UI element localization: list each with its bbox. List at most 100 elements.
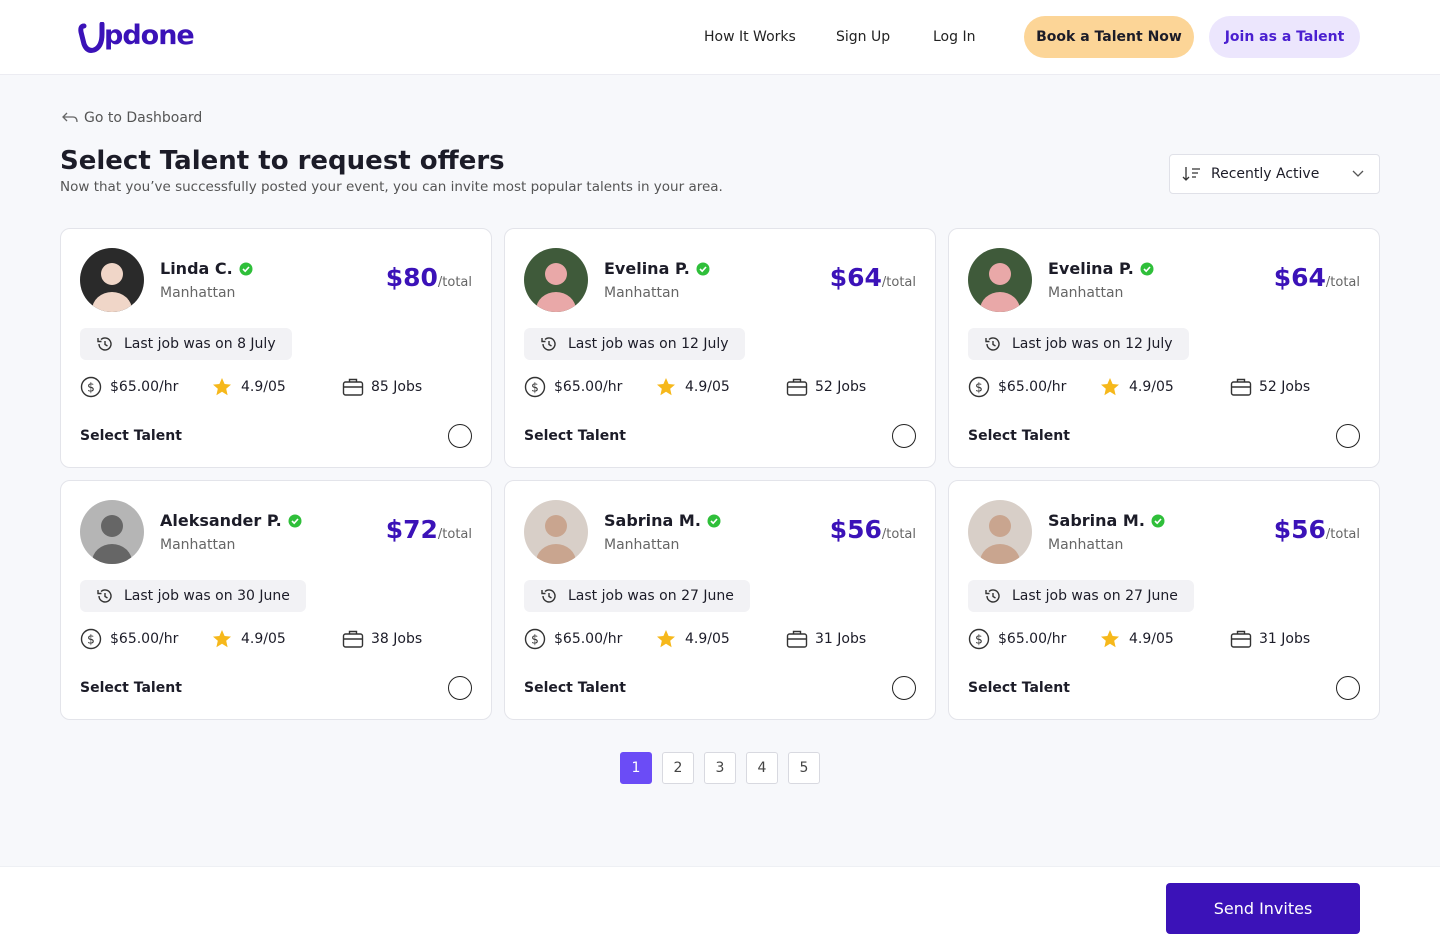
talent-name: Aleksander P. <box>160 511 302 530</box>
talent-name: Sabrina M. <box>604 511 721 530</box>
price: $64/total <box>830 263 916 292</box>
nav-link[interactable]: How It Works <box>704 29 796 45</box>
avatar <box>524 248 588 312</box>
price-unit: /total <box>881 275 916 290</box>
header: pdone How It Works Sign Up Log In Book a… <box>0 0 1440 75</box>
job-count: 31 Jobs <box>1259 631 1311 647</box>
page-button[interactable]: 3 <box>704 752 736 784</box>
send-invites-button[interactable]: Send Invites <box>1166 883 1360 934</box>
select-radio[interactable] <box>1336 424 1360 448</box>
last-job-chip: Last job was on 27 June <box>968 580 1194 612</box>
hourly-rate: $65.00/hr <box>554 631 623 647</box>
price-amount: $56 <box>1273 515 1326 544</box>
talent-location: Manhattan <box>160 285 236 301</box>
talent-card: Evelina P. Manhattan $64/total Last job was… <box>948 228 1380 468</box>
briefcase-icon <box>342 378 364 396</box>
job-count: 52 Jobs <box>815 379 867 395</box>
history-icon <box>541 337 556 351</box>
svg-text:$: $ <box>975 633 983 647</box>
history-icon <box>985 589 1000 603</box>
last-job: Last job was on 27 June <box>568 588 734 604</box>
price: $64/total <box>1274 263 1360 292</box>
select-label: Select Talent <box>524 680 626 696</box>
rating: 4.9/05 <box>241 631 286 647</box>
select-radio[interactable] <box>892 676 916 700</box>
dollar-icon: $ <box>968 376 990 398</box>
briefcase-icon <box>1230 630 1252 648</box>
star-icon <box>657 630 675 648</box>
page-title: Select Talent to request offers <box>60 146 505 176</box>
price: $56/total <box>1274 515 1360 544</box>
talent-location: Manhattan <box>160 537 236 553</box>
star-icon <box>1101 630 1119 648</box>
rating: 4.9/05 <box>685 379 730 395</box>
talent-card: Sabrina M. Manhattan $56/total Last job was… <box>948 480 1380 720</box>
logo[interactable]: pdone <box>104 20 195 51</box>
last-job-chip: Last job was on 30 June <box>80 580 306 612</box>
rating: 4.9/05 <box>1129 631 1174 647</box>
verified-badge <box>288 514 302 528</box>
page-button[interactable]: 2 <box>662 752 694 784</box>
briefcase-icon <box>1230 378 1252 396</box>
price-amount: $64 <box>829 263 882 292</box>
history-icon <box>97 589 112 603</box>
verified-badge <box>239 262 253 276</box>
page-button[interactable]: 4 <box>746 752 778 784</box>
select-radio[interactable] <box>1336 676 1360 700</box>
dollar-icon: $ <box>80 628 102 650</box>
job-count: 38 Jobs <box>371 631 423 647</box>
verified-badge <box>707 514 721 528</box>
last-job-chip: Last job was on 27 June <box>524 580 750 612</box>
join-button[interactable]: Join as a Talent <box>1209 16 1360 58</box>
job-count: 52 Jobs <box>1259 379 1311 395</box>
sort-label: Recently Active <box>1211 166 1320 182</box>
select-label: Select Talent <box>968 428 1070 444</box>
page-button[interactable]: 5 <box>788 752 820 784</box>
select-radio[interactable] <box>448 424 472 448</box>
talent-name: Sabrina M. <box>1048 511 1165 530</box>
last-job: Last job was on 27 June <box>1012 588 1178 604</box>
star-icon <box>213 378 231 396</box>
hourly-rate: $65.00/hr <box>998 379 1067 395</box>
last-job: Last job was on 8 July <box>124 336 276 352</box>
back-link[interactable]: Go to Dashboard <box>84 110 203 126</box>
price: $72/total <box>386 515 472 544</box>
footer-bar: Send Invites <box>0 866 1440 949</box>
talent-card: Evelina P. Manhattan $64/total Last job was… <box>504 228 936 468</box>
price-amount: $72 <box>385 515 438 544</box>
history-icon <box>541 589 556 603</box>
sort-dropdown[interactable]: Recently Active <box>1169 154 1380 194</box>
page-button[interactable]: 1 <box>620 752 652 784</box>
dollar-icon: $ <box>524 376 546 398</box>
briefcase-icon <box>786 378 808 396</box>
verified-badge <box>1151 514 1165 528</box>
avatar <box>968 248 1032 312</box>
select-radio[interactable] <box>448 676 472 700</box>
dollar-icon: $ <box>968 628 990 650</box>
select-label: Select Talent <box>80 680 182 696</box>
nav-link[interactable]: Sign Up <box>836 29 891 45</box>
last-job: Last job was on 12 July <box>1012 336 1173 352</box>
verified-badge <box>1140 262 1154 276</box>
book-button[interactable]: Book a Talent Now <box>1024 16 1194 58</box>
price-amount: $80 <box>385 263 438 292</box>
briefcase-icon <box>342 630 364 648</box>
hourly-rate: $65.00/hr <box>110 379 179 395</box>
select-radio[interactable] <box>892 424 916 448</box>
last-job: Last job was on 30 June <box>124 588 290 604</box>
price-unit: /total <box>437 275 472 290</box>
talent-name: Linda C. <box>160 259 253 278</box>
price: $80/total <box>386 263 472 292</box>
last-job-chip: Last job was on 12 July <box>968 328 1189 360</box>
nav-link[interactable]: Log In <box>933 29 976 45</box>
price: $56/total <box>830 515 916 544</box>
price-amount: $56 <box>829 515 882 544</box>
back-icon <box>62 112 78 123</box>
price-unit: /total <box>1325 527 1360 542</box>
job-count: 31 Jobs <box>815 631 867 647</box>
star-icon <box>1101 378 1119 396</box>
talent-name: Evelina P. <box>1048 259 1154 278</box>
rating: 4.9/05 <box>685 631 730 647</box>
talent-location: Manhattan <box>604 285 680 301</box>
